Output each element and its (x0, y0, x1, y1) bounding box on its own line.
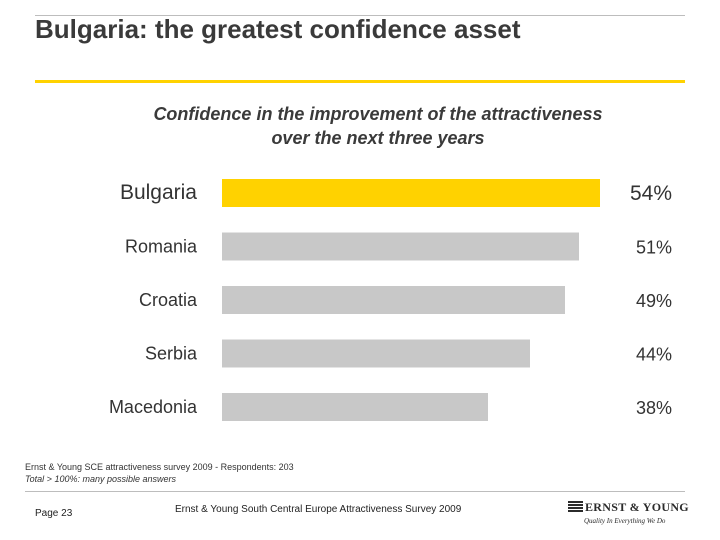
bar-bulgaria (222, 179, 600, 207)
category-label-bulgaria: Bulgaria (120, 181, 197, 204)
bar-croatia (222, 286, 565, 314)
value-label-macedonia: 38% (636, 398, 672, 418)
value-label-serbia: 44% (636, 345, 672, 365)
logo-tagline: Quality In Everything We Do (584, 517, 666, 525)
value-label-croatia: 49% (636, 291, 672, 311)
bar-macedonia (222, 393, 488, 421)
top-rule (35, 15, 685, 16)
slide-title: Bulgaria: the greatest confidence asset (35, 14, 521, 44)
survey-name: Ernst & Young South Central Europe Attra… (175, 504, 462, 515)
logo-mark-icon (568, 501, 583, 512)
category-label-serbia: Serbia (145, 344, 198, 364)
value-label-bulgaria: 54% (630, 182, 672, 205)
category-label-romania: Romania (125, 237, 198, 257)
ernst-young-logo: ERNST & YOUNG Quality In Everything We D… (568, 500, 689, 532)
value-label-romania: 51% (636, 238, 672, 258)
footnote-note: Total > 100%: many possible answers (25, 474, 177, 484)
page-number: Page 23 (35, 508, 73, 519)
chart-title: Confidence in the improvement of the att… (100, 102, 656, 150)
bottom-rule (25, 491, 685, 492)
footnote-source: Ernst & Young SCE attractiveness survey … (25, 462, 294, 472)
title-underline (35, 80, 685, 83)
category-label-croatia: Croatia (139, 290, 198, 310)
category-label-macedonia: Macedonia (109, 397, 198, 417)
chart-title-line-2: over the next three years (271, 128, 485, 148)
logo-name: ERNST & YOUNG (585, 500, 689, 514)
bar-serbia (222, 339, 530, 368)
bar-romania (222, 232, 579, 261)
footnote: Ernst & Young SCE attractiveness survey … (25, 461, 294, 485)
chart-title-line-1: Confidence in the improvement of the att… (153, 104, 603, 124)
